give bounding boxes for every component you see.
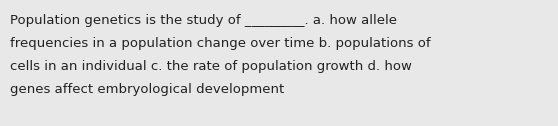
- Text: frequencies in a population change over time b. populations of: frequencies in a population change over …: [10, 37, 431, 50]
- Text: genes affect embryological development: genes affect embryological development: [10, 83, 284, 96]
- Text: cells in an individual c. the rate of population growth d. how: cells in an individual c. the rate of po…: [10, 60, 412, 73]
- Text: Population genetics is the study of _________. a. how allele: Population genetics is the study of ____…: [10, 14, 397, 27]
